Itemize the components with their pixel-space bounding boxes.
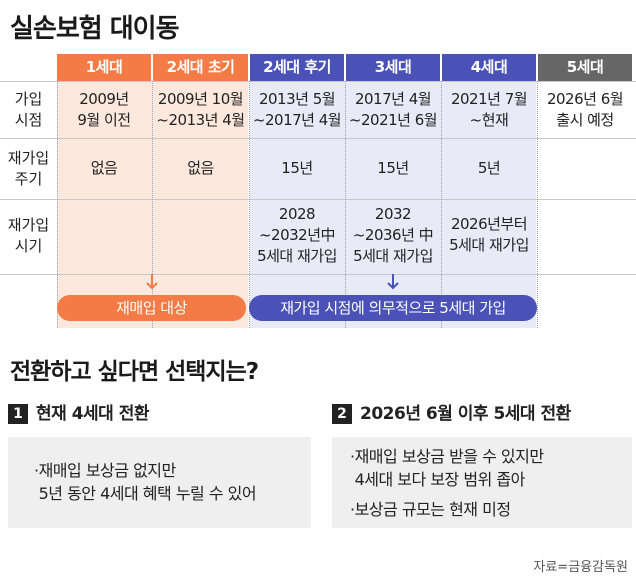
cell-line: 없음	[90, 159, 118, 177]
col-head-gen2-early: 2세대 초기	[153, 54, 248, 81]
cell-line: 없음	[187, 159, 214, 177]
option-1-header: 1 현재 4세대 전환	[8, 402, 308, 426]
cell-time-gen4: 2026년부터 5세대 재가입	[442, 214, 536, 256]
cell-line: ~2036년 中	[352, 226, 434, 244]
cell-line: 2032	[374, 205, 412, 223]
option-title: 현재 4세대 전환	[36, 404, 150, 424]
col-divider	[537, 81, 538, 328]
arrow-down-orange-icon	[146, 274, 158, 290]
row-label-join-date: 가입 시점	[0, 89, 57, 131]
cell-line: 2021년 7월	[450, 90, 528, 108]
cell-join-gen2-late: 2013년 5월 ~2017년 4월	[250, 89, 344, 131]
col-divider	[249, 81, 250, 328]
row-label-line: 재가입	[7, 216, 50, 234]
option-2-header: 2 2026년 6월 이후 5세대 전환	[332, 402, 632, 426]
col-head-gen3: 3세대	[346, 54, 440, 81]
col-head-gen4: 4세대	[442, 54, 536, 81]
cell-line: 2026년 6월	[546, 90, 624, 108]
row-label-line: 시점	[14, 111, 43, 129]
cell-cycle-gen3: 15년	[346, 158, 440, 179]
row-label-line: 시기	[14, 237, 43, 255]
option-bullet: ·재매입 보상금 없지만 5년 동안 4세대 혜택 누릴 수 있어	[34, 461, 257, 503]
cell-line: ~현재	[469, 111, 509, 129]
cell-line: ~2017년 4월	[252, 111, 342, 129]
section-title: 전환하고 싶다면 선택지는?	[10, 359, 259, 385]
arrow-down-purple-icon	[387, 274, 399, 290]
col-head-gen1: 1세대	[57, 54, 151, 81]
cell-line: ~2021년 6월	[348, 111, 438, 129]
option-2-box: ·재매입 보상금 받을 수 있지만 4세대 보다 보장 범위 좁아 ·보상금 규…	[332, 437, 632, 528]
table-header: 1세대 2세대 초기 2세대 후기 3세대 4세대 5세대	[0, 54, 636, 81]
cell-line: 2028	[278, 205, 316, 223]
col-head-gen2-late: 2세대 후기	[250, 54, 344, 81]
col-divider	[345, 81, 346, 328]
cell-line: 5세대 재가입	[257, 247, 337, 265]
option-number-badge: 1	[8, 404, 28, 424]
col-divider	[57, 81, 58, 328]
cell-join-gen1: 2009년 9월 이전	[57, 89, 151, 131]
cell-line: 출시 예정	[556, 111, 614, 129]
row-label-renewal-time: 재가입 시기	[0, 215, 57, 257]
row-label-line: 가입	[14, 90, 43, 108]
cell-line: 2009년 10월	[157, 90, 244, 108]
cell-join-gen5: 2026년 6월 출시 예정	[538, 89, 632, 131]
row-divider	[0, 199, 636, 200]
option-bullet: ·재매입 보상금 받을 수 있지만 4세대 보다 보장 범위 좁아	[350, 447, 544, 489]
cell-line: 9월 이전	[77, 111, 131, 129]
row-divider	[0, 138, 636, 139]
col-divider	[152, 81, 153, 328]
cell-line: 2013년 5월	[258, 90, 336, 108]
cell-cycle-gen4: 5년	[442, 158, 536, 179]
cell-cycle-gen1: 없음	[57, 158, 151, 179]
cell-line: 2009년	[79, 90, 129, 108]
cell-line: 5세대 재가입	[449, 236, 529, 254]
pill-repurchase-target: 재매입 대상	[57, 295, 246, 321]
cell-join-gen3: 2017년 4월 ~2021년 6월	[346, 89, 440, 131]
pill-mandatory-gen5: 재가입 시점에 의무적으로 5세대 가입	[249, 295, 537, 321]
cell-line: 2026년부터	[450, 215, 528, 233]
row-divider	[0, 81, 636, 82]
row-label-line: 주기	[14, 170, 43, 188]
cell-time-gen3: 2032 ~2036년 中 5세대 재가입	[346, 204, 440, 267]
cell-join-gen4: 2021년 7월 ~현재	[442, 89, 536, 131]
cell-cycle-gen2-late: 15년	[250, 158, 344, 179]
row-label-renewal-cycle: 재가입 주기	[0, 148, 57, 190]
option-bullet: ·보상금 규모는 현재 미정	[350, 500, 511, 519]
cell-line: 15년	[281, 159, 313, 177]
option-1-box: ·재매입 보상금 없지만 5년 동안 4세대 혜택 누릴 수 있어	[8, 437, 311, 528]
cell-line: ~2032년中	[258, 226, 336, 244]
cell-line: 15년	[377, 159, 409, 177]
cell-line: 5세대 재가입	[353, 247, 433, 265]
source-note: 자료=금융감독원	[533, 560, 628, 575]
row-divider	[0, 274, 636, 275]
cell-cycle-gen2-early: 없음	[153, 158, 248, 179]
row-label-line: 재가입	[7, 149, 50, 167]
cell-time-gen2-late: 2028 ~2032년中 5세대 재가입	[250, 204, 344, 267]
page-title: 실손보험 대이동	[10, 14, 179, 44]
col-head-gen5: 5세대	[538, 54, 632, 81]
option-number-badge: 2	[332, 404, 352, 424]
cell-line: 5년	[477, 159, 501, 177]
col-divider	[441, 81, 442, 328]
option-title: 2026년 6월 이후 5세대 전환	[360, 404, 571, 424]
cell-join-gen2-early: 2009년 10월 ~2013년 4월	[153, 89, 248, 131]
cell-line: ~2013년 4월	[156, 111, 245, 129]
cell-line: 2017년 4월	[354, 90, 432, 108]
